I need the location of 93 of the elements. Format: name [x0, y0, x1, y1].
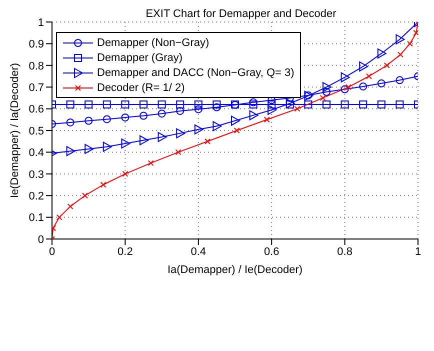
point: [102, 100, 111, 108]
point: [176, 106, 184, 115]
x-axis-title: Ia(Demapper) / Ie(Decoder): [167, 264, 303, 276]
point: [268, 100, 276, 108]
x-tick-label: 0: [48, 246, 56, 258]
point: [249, 100, 258, 108]
x-tick-label: 0.6: [264, 246, 280, 258]
legend-label: Demapper and DACC (Non−Gray, Q= 3): [97, 66, 294, 78]
point: [122, 170, 128, 177]
point: [194, 124, 204, 134]
point: [340, 72, 350, 82]
point: [249, 110, 258, 120]
point: [102, 115, 111, 124]
point: [377, 79, 386, 88]
y-tick-label: 0.1: [28, 212, 44, 224]
point: [176, 100, 184, 108]
point: [366, 73, 372, 80]
point: [194, 105, 202, 114]
point: [84, 144, 94, 154]
point: [84, 100, 93, 108]
point: [67, 203, 74, 210]
point: [322, 88, 330, 96]
point: [249, 98, 258, 106]
point: [148, 160, 154, 166]
point: [377, 48, 386, 58]
point: [212, 121, 222, 132]
point: [397, 52, 404, 58]
point: [396, 34, 405, 44]
point: [82, 192, 88, 199]
point: [140, 100, 148, 108]
point: [66, 146, 76, 156]
x-tick-label: 0.2: [118, 246, 133, 258]
x-tick-label: 1: [414, 246, 422, 258]
point: [194, 100, 202, 108]
point: [286, 98, 295, 108]
point: [304, 100, 312, 108]
legend-label: Decoder (R= 1/ 2): [97, 82, 185, 94]
y-tick-label: 0.9: [28, 38, 44, 51]
x-tick-label: 0.8: [337, 246, 352, 258]
y-axis-title: Ie(Demapper) / Ia(Decoder): [8, 62, 21, 198]
point: [264, 116, 270, 123]
y-tick-label: 0.2: [28, 190, 44, 203]
point: [406, 40, 413, 47]
point: [286, 100, 294, 108]
point: [212, 100, 221, 108]
point: [212, 103, 221, 112]
point: [175, 149, 182, 156]
point: [345, 84, 352, 90]
point: [322, 100, 330, 108]
y-tick-label: 0.7: [28, 82, 44, 94]
point: [320, 94, 326, 101]
point: [158, 100, 166, 108]
point: [102, 142, 112, 152]
y-tick-label: 0.4: [28, 147, 44, 160]
point: [359, 61, 368, 72]
y-tick-label: 0.5: [28, 125, 44, 138]
point: [340, 100, 349, 108]
point: [84, 116, 93, 125]
y-tick-label: 0: [38, 234, 44, 246]
point: [294, 106, 300, 112]
point: [121, 100, 130, 108]
chart-title: EXIT Chart for Demapper and Decoder: [146, 8, 337, 20]
legend-label: Demapper (Gray): [97, 52, 183, 64]
point: [100, 182, 106, 188]
point: [268, 104, 277, 115]
point: [413, 30, 418, 36]
point: [140, 112, 148, 120]
point: [322, 82, 332, 92]
point: [140, 135, 148, 146]
y-tick-label: 0.8: [28, 60, 44, 72]
point: [121, 113, 130, 122]
point: [234, 128, 240, 134]
point: [359, 82, 368, 90]
point: [158, 132, 167, 142]
point: [66, 118, 74, 126]
point: [231, 116, 240, 126]
point: [56, 214, 62, 220]
point: [121, 138, 130, 149]
point: [66, 100, 74, 108]
x-tick-label: 0.4: [190, 246, 206, 258]
point: [377, 100, 386, 108]
point: [176, 128, 186, 138]
point: [204, 138, 211, 144]
point: [396, 100, 404, 108]
y-tick-label: 1: [38, 16, 44, 29]
point: [158, 110, 166, 118]
point: [359, 100, 368, 108]
legend-label: Demapper (Non−Gray): [97, 36, 210, 48]
y-tick-label: 0.6: [28, 104, 44, 116]
point: [340, 85, 349, 94]
point: [384, 62, 390, 68]
point: [396, 76, 404, 84]
y-tick-label: 0.3: [28, 168, 44, 181]
